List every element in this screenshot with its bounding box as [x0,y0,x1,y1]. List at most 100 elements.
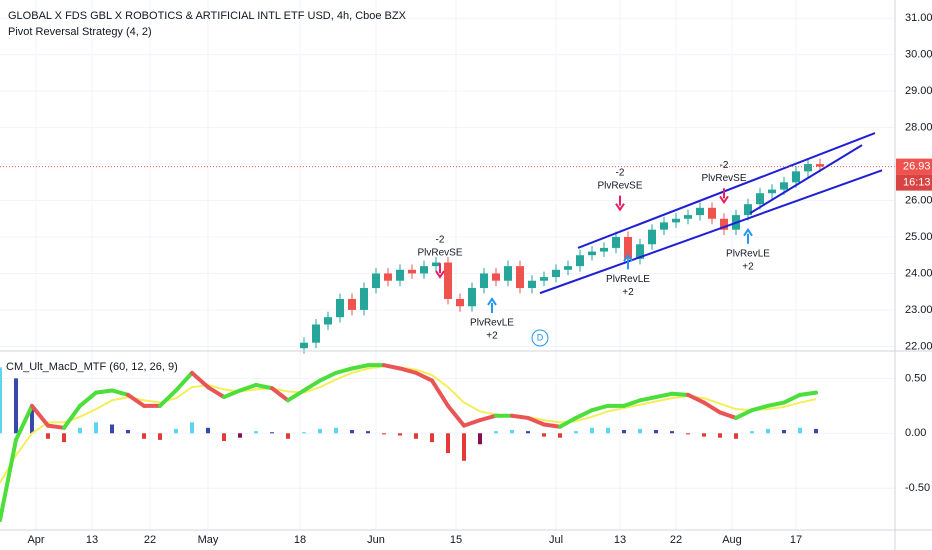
signal-label: PlvRevSE [597,180,642,191]
candle-body [528,280,536,289]
signal-label: PlvRevSE [417,248,462,259]
y-tick-label: -0.50 [905,482,930,494]
candle-body [576,255,584,267]
macd-line [302,378,322,393]
x-tick-label: 18 [294,534,306,546]
macd-line [670,391,690,397]
macd-line [526,415,546,427]
macd-line [0,437,18,523]
macd-line [414,370,434,383]
macd-line [206,385,226,400]
histogram-bar [350,430,354,434]
histogram-bar [110,424,114,434]
long-arrow [743,227,753,244]
histogram-bar [718,433,722,438]
macd-line [174,370,194,393]
trend-line [539,169,883,295]
histogram-bar [318,428,322,434]
macd-line [94,388,114,395]
candle-body [552,269,560,278]
histogram-bar [398,433,402,436]
candle-body [600,247,608,252]
macd-line [510,413,530,420]
signal-qty: -2 [720,160,729,171]
x-tick-label: Apr [27,534,44,546]
histogram-bar [142,433,146,439]
strategy-legend: Pivot Reversal Strategy (4, 2) [8,26,152,38]
macd-line [126,392,146,408]
histogram-bar [814,428,818,434]
short-arrow [435,263,445,279]
candle-body [816,164,824,167]
macd-line [62,403,82,430]
candle-body [444,262,452,299]
plot: PlvRevSE -2 PlvRevLE +2 PlvRevSE -2 PlvRevLE +2… [0,132,895,523]
candle-body [804,164,812,172]
candle-body [624,236,632,259]
macd-line [222,388,242,400]
countdown-box [896,174,932,191]
y-tick-label: 0.00 [905,427,926,439]
histogram-bar [254,431,258,434]
macd-line [254,382,274,391]
last-price-label: 26.93 [903,161,931,173]
histogram-bar [382,433,386,435]
candle-body [564,266,572,270]
y-tick-label: 23.00 [905,304,932,316]
histogram-bar [654,430,658,434]
x-tick-label: 13 [86,534,98,546]
histogram-bar [238,433,242,438]
candle-body [612,236,620,248]
macd-line [574,408,594,420]
axes: 22.0023.0024.0025.0026.0027.0028.0029.00… [27,12,932,546]
histogram-bar [542,433,546,437]
histogram-bar [30,405,34,434]
histogram-bar [782,430,786,434]
candle-body [468,288,476,307]
candle-body [516,266,524,289]
x-tick-label: Jun [367,534,385,546]
histogram-bar [286,433,290,439]
histogram-bar [798,427,802,434]
countdown-label: 16:13 [903,177,931,189]
y-tick-label: 30.00 [905,49,932,61]
histogram-bar [430,433,434,443]
trend-line [749,144,863,215]
macd-line [590,403,610,413]
macd-line [270,386,290,403]
last-price-box [896,158,932,175]
histogram-bar [574,431,578,434]
x-tick-label: 17 [790,534,802,546]
candle-body [660,222,668,230]
histogram-bar [478,433,482,445]
macd-line [702,400,722,415]
candle-body [768,189,776,194]
signal-qty: +2 [742,261,754,272]
macd-line [334,366,354,375]
candle-body [672,218,680,223]
macd-line [382,363,402,371]
histogram-bar [590,427,594,434]
y-tick-label: 29.00 [905,85,932,97]
macd-line [798,390,818,397]
candle-body [348,298,356,310]
macd-line [686,392,706,405]
histogram-bar [270,432,274,434]
chart-title: GLOBAL X FDS GBL X ROBOTICS & ARTIFICIAL… [8,10,407,22]
histogram-bar [702,433,706,437]
histogram-bar [0,367,2,434]
macd-line [750,403,770,413]
x-tick-label: Aug [722,534,742,546]
histogram-bar [78,427,82,434]
macd-line [78,390,98,408]
histogram-bar [46,433,50,439]
candle-body [480,273,488,289]
y-tick-label: 24.00 [905,267,932,279]
macd-line [638,395,658,403]
histogram-bar [766,428,770,434]
histogram-bar [334,427,338,434]
trend-line [577,132,876,249]
histogram-bar [14,378,18,434]
x-tick-label: May [198,534,219,546]
short-arrow [615,195,625,212]
